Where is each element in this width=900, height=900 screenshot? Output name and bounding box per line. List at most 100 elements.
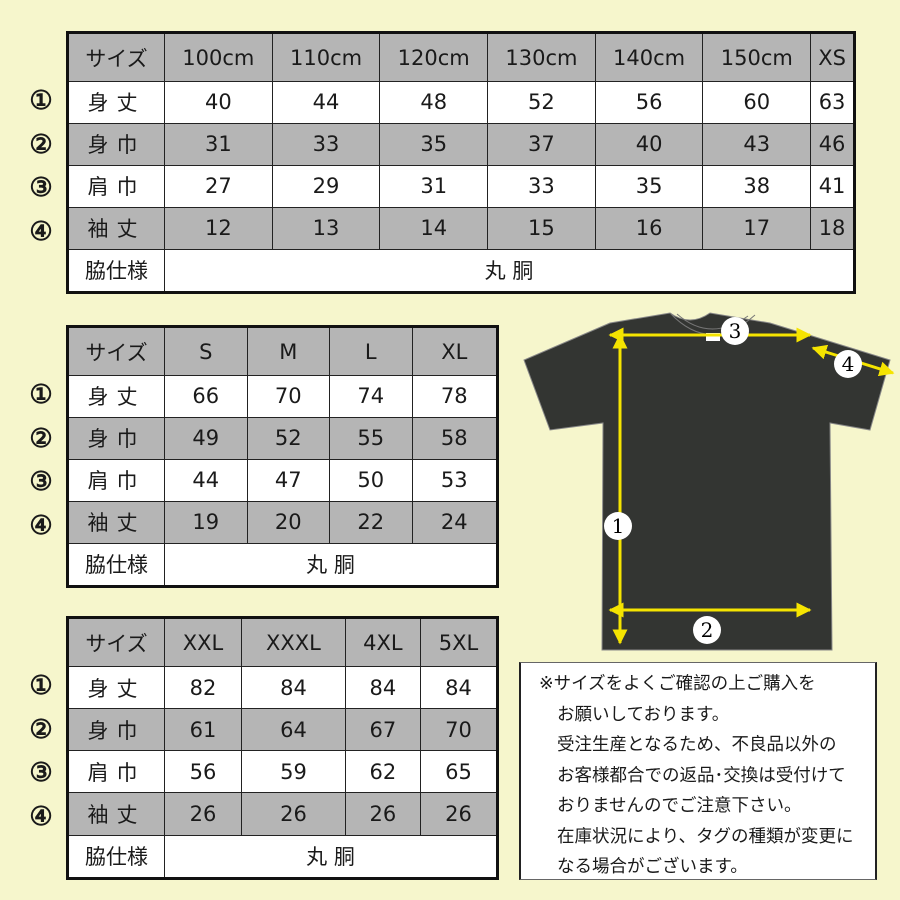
cell-value: 60	[702, 81, 812, 124]
tshirt-diagram: 1 2 3 4	[523, 312, 895, 651]
cell-value: 41	[810, 164, 855, 208]
side-spec-value: 丸 胴	[164, 834, 498, 879]
cell-value: 31	[379, 164, 489, 208]
table-row: 肩巾 44 47 50 53	[67, 458, 498, 502]
row-marker: ①	[29, 380, 53, 410]
side-spec-label: 脇仕様	[67, 248, 165, 294]
cell-value: 63	[810, 81, 855, 124]
row-marker: ②	[29, 714, 53, 745]
cell-value: 38	[702, 164, 812, 208]
cell-value: 64	[241, 708, 346, 752]
cell-value: 19	[164, 500, 248, 544]
table-row: 袖丈 19 20 22 24	[67, 500, 498, 544]
cell-value: 18	[810, 206, 855, 250]
table-row: 袖丈 26 26 26 26	[67, 792, 499, 836]
note-line: お願いしております。	[557, 704, 730, 725]
cell-value: 66	[164, 375, 248, 418]
cell-value: 40	[594, 122, 704, 166]
row-marker: ④	[29, 801, 53, 832]
row-label: 身丈	[67, 375, 165, 418]
cell-value: 13	[271, 206, 381, 250]
row-label: 袖丈	[67, 792, 165, 836]
cell-value: 16	[594, 206, 704, 250]
note-line: お客様都合での返品･交換は受付けて	[557, 765, 846, 786]
column-header: 130cm	[487, 32, 596, 82]
header-row: サイズ 100cm 110cm 120cm 130cm 140cm 150cm XS	[67, 32, 855, 82]
row-marker: ①	[29, 86, 53, 116]
size-header: サイズ	[67, 326, 165, 376]
row-label: 身丈	[67, 665, 165, 710]
marker-4: 4	[842, 352, 855, 376]
side-spec-row: 脇仕様丸 胴	[67, 542, 498, 588]
cell-value: 59	[241, 750, 346, 794]
column-header: 120cm	[379, 32, 489, 82]
row-label: 肩巾	[67, 458, 165, 502]
cell-value: 24	[411, 500, 498, 544]
table-row: 身巾 49 52 55 58	[67, 416, 498, 460]
cell-value: 70	[246, 375, 330, 418]
cell-value: 84	[344, 665, 421, 710]
note-line: ※サイズをよくご確認の上ご購入を	[539, 674, 816, 694]
header-row: サイズ XXL XXXL 4XL 5XL	[67, 617, 499, 667]
cell-value: 52	[487, 81, 596, 124]
table-row: 身丈 40 44 48 52 56 60 63	[67, 81, 855, 124]
cell-value: 44	[164, 458, 248, 502]
row-marker: ②	[29, 423, 53, 454]
table-row: 袖丈 12 13 14 15 16 17 18	[67, 206, 855, 250]
side-spec-label: 脇仕様	[67, 542, 165, 588]
cell-value: 61	[163, 708, 243, 752]
size-table-xxl-5xl: サイズ XXL XXXL 4XL 5XL 身丈 82 84 84 84 身巾 61 64 67 70 肩巾 56…	[66, 616, 499, 880]
cell-value: 37	[487, 122, 596, 166]
cell-value: 62	[344, 750, 421, 794]
cell-value: 47	[246, 458, 330, 502]
cell-value: 53	[411, 458, 498, 502]
row-marker: ④	[29, 216, 53, 247]
cell-value: 84	[419, 665, 499, 710]
cell-value: 17	[702, 206, 812, 250]
cell-value: 29	[271, 164, 381, 208]
cell-value: 49	[164, 416, 248, 460]
table-row: 身丈 82 84 84 84	[67, 665, 499, 710]
cell-value: 56	[163, 750, 243, 794]
table-row: 身巾 31 33 35 37 40 43 46	[67, 122, 855, 166]
cell-value: 78	[411, 375, 498, 418]
cell-value: 33	[487, 164, 596, 208]
cell-value: 20	[246, 500, 330, 544]
cell-value: 35	[379, 122, 489, 166]
row-label: 袖丈	[67, 500, 165, 544]
side-spec-label: 脇仕様	[67, 834, 165, 879]
row-marker: ③	[29, 758, 53, 788]
cell-value: 82	[163, 665, 243, 710]
column-header: XXL	[163, 617, 243, 667]
row-label: 身巾	[67, 708, 165, 752]
note-line: 在庫状況により、タグの種類が変更に	[557, 826, 854, 847]
cell-value: 27	[164, 164, 273, 208]
cell-value: 46	[810, 122, 855, 166]
table-row: 身巾 61 64 67 70	[67, 708, 499, 752]
column-header: L	[329, 326, 413, 376]
marker-3: 3	[729, 319, 742, 343]
cell-value: 26	[163, 792, 243, 836]
cell-value: 43	[702, 122, 812, 166]
column-header: 110cm	[271, 32, 381, 82]
row-marker: ③	[29, 467, 53, 497]
cell-value: 33	[271, 122, 381, 166]
cell-value: 35	[594, 164, 704, 208]
row-marker: ①	[29, 671, 53, 701]
cell-value: 26	[344, 792, 421, 836]
column-header: XS	[810, 32, 855, 82]
cell-value: 55	[329, 416, 413, 460]
cell-value: 14	[379, 206, 489, 250]
row-label: 肩巾	[67, 164, 165, 208]
marker-1: 1	[612, 514, 625, 538]
column-header: XXXL	[241, 617, 346, 667]
column-header: M	[246, 326, 330, 376]
cell-value: 56	[594, 81, 704, 124]
cell-value: 58	[411, 416, 498, 460]
column-header: 150cm	[702, 32, 812, 82]
size-header: サイズ	[67, 32, 165, 82]
note-line: 受注生産となるため、不良品以外の	[557, 735, 837, 755]
row-marker: ④	[29, 510, 53, 541]
row-label: 身丈	[67, 81, 165, 124]
row-label: 肩巾	[67, 750, 165, 794]
